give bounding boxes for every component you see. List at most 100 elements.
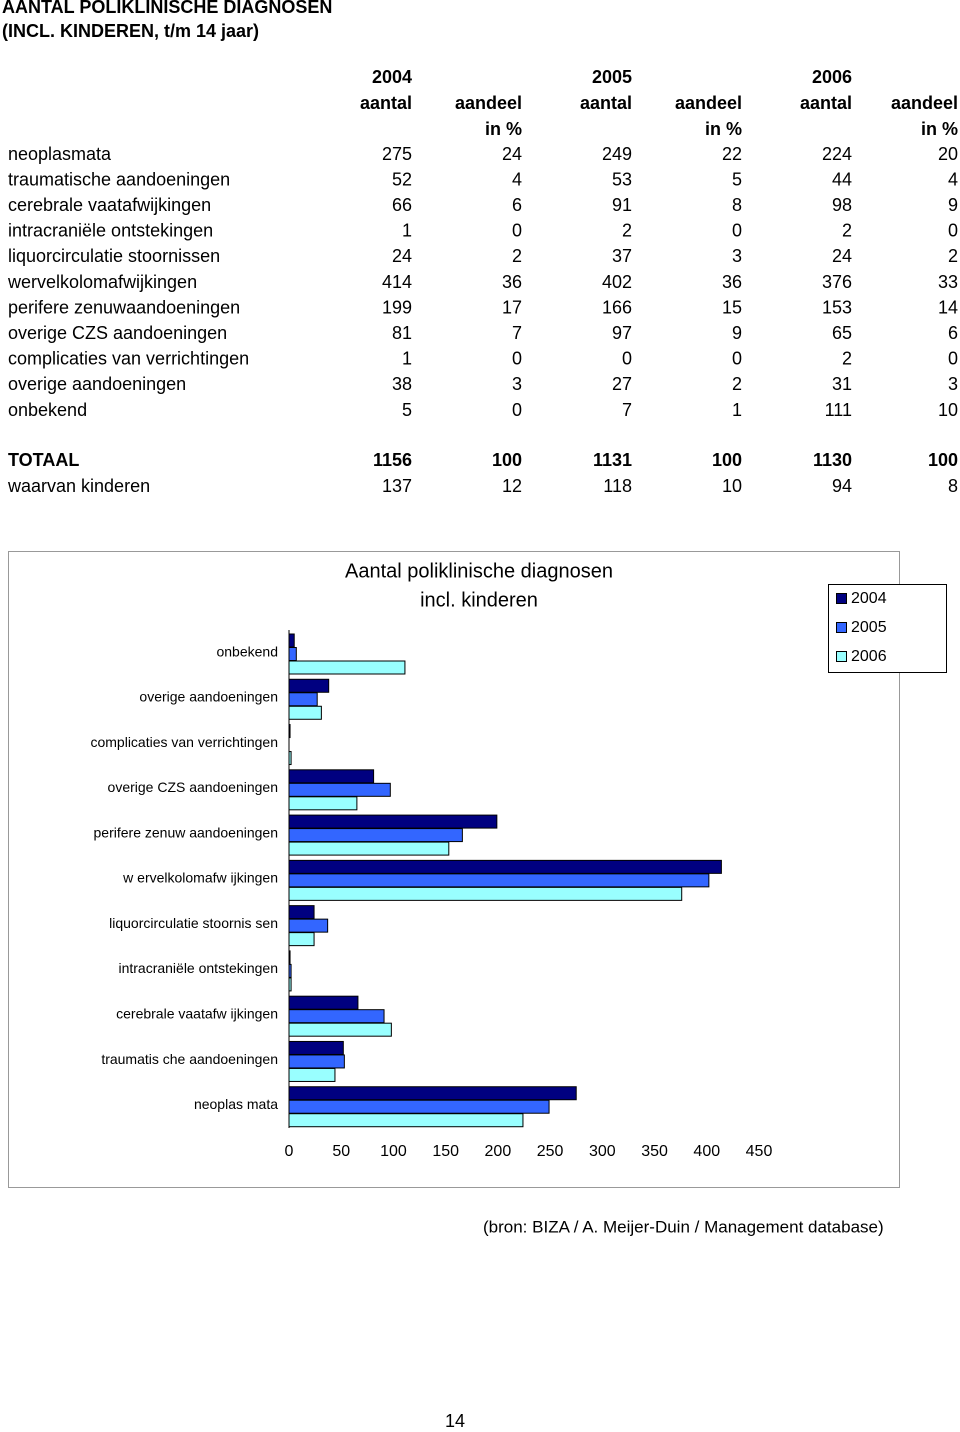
column-header: aantal [360, 93, 412, 113]
cell: 24 [392, 246, 412, 266]
cell: 20 [938, 144, 958, 164]
cell: 12 [502, 476, 522, 496]
row-label: perifere zenuwaandoeningen [8, 297, 240, 317]
cell: 98 [832, 195, 852, 215]
cell: 15 [722, 297, 742, 317]
x-tick-label: 300 [589, 1143, 616, 1160]
column-unit: in % [485, 119, 522, 139]
bar [288, 1022, 392, 1037]
cell: 0 [512, 221, 522, 241]
cell: 2 [948, 246, 958, 266]
y-tick-label: complicaties van verrichtingen [90, 734, 278, 750]
cell: 36 [722, 272, 742, 292]
y-tick-label: neoplas mata [194, 1096, 278, 1112]
legend-swatch [836, 622, 847, 633]
cell: 97 [612, 323, 632, 343]
bar [288, 647, 297, 661]
bar [288, 782, 391, 797]
x-tick-label: 50 [332, 1143, 350, 1160]
cell: 53 [612, 169, 632, 189]
row-label: overige aandoeningen [8, 374, 186, 394]
y-tick-label: onbekend [216, 643, 278, 659]
cell: 17 [502, 297, 522, 317]
title: (INCL. KINDEREN, t/m 14 jaar) [2, 21, 259, 41]
bar [288, 751, 292, 766]
cell: 8 [948, 476, 958, 496]
row-label: wervelkolomafwijkingen [7, 272, 197, 292]
bar [288, 963, 292, 978]
bar [288, 814, 498, 829]
cell: 8 [732, 195, 742, 215]
cell: 224 [822, 144, 852, 164]
column-year: 2006 [812, 67, 852, 87]
bar [288, 692, 318, 707]
cell: 1156 [373, 450, 412, 470]
x-tick-label: 150 [432, 1143, 459, 1160]
bar [288, 873, 710, 888]
bar [288, 1040, 344, 1055]
cell: 3 [948, 374, 958, 394]
cell: 38 [392, 374, 412, 394]
cell: 0 [622, 349, 632, 369]
column-header: aantal [800, 93, 852, 113]
cell: 24 [832, 246, 852, 266]
cell: 199 [382, 297, 412, 317]
cell: 44 [832, 169, 852, 189]
bar [288, 724, 291, 739]
cell: 111 [825, 400, 852, 420]
cell: 137 [382, 476, 412, 496]
y-tick-label: traumatis che aandoeningen [101, 1051, 278, 1067]
x-tick-label: 450 [746, 1143, 773, 1160]
x-tick-label: 200 [485, 1143, 512, 1160]
legend-swatch [836, 593, 847, 604]
legend-label: 2005 [851, 619, 887, 636]
cell: 81 [392, 323, 412, 343]
chart-title: Aantal poliklinische diagnosen [345, 560, 613, 582]
cell: 94 [832, 476, 852, 496]
chart-title: incl. kinderen [420, 589, 538, 611]
cell: 2 [732, 374, 742, 394]
row-label: waarvan kinderen [7, 476, 150, 496]
cell: 1 [402, 349, 412, 369]
row-label: overige CZS aandoeningen [8, 323, 227, 343]
cell: 31 [832, 374, 852, 394]
x-tick-label: 350 [641, 1143, 668, 1160]
bar [288, 1009, 385, 1024]
cell: 0 [732, 221, 742, 241]
bar [288, 1099, 550, 1114]
source: (bron: BIZA / A. Meijer-Duin / Managemen… [483, 1217, 884, 1236]
cell: 166 [602, 297, 632, 317]
column-year: 2005 [592, 67, 632, 87]
bar [288, 977, 292, 992]
cell: 14 [938, 297, 958, 317]
x-tick-label: 100 [380, 1143, 407, 1160]
bar [288, 705, 322, 720]
bar [288, 796, 358, 811]
y-tick-label: w ervelkolomafw ijkingen [122, 870, 278, 886]
cell: 33 [938, 272, 958, 292]
cell: 10 [722, 476, 742, 496]
row-label: onbekend [8, 400, 87, 420]
cell: 3 [512, 374, 522, 394]
cell: 1130 [813, 450, 852, 470]
cell: 37 [612, 246, 632, 266]
cell: 36 [502, 272, 522, 292]
cell: 249 [602, 144, 632, 164]
bar [288, 995, 359, 1010]
bar [288, 828, 463, 843]
bar [288, 918, 329, 933]
page-number: 14 [445, 1411, 465, 1431]
bar [288, 1113, 524, 1128]
x-tick-label: 400 [693, 1143, 720, 1160]
cell: 1 [402, 221, 412, 241]
cell: 1 [732, 400, 742, 420]
cell: 2 [512, 246, 522, 266]
cell: 5 [402, 400, 412, 420]
bar [288, 886, 683, 901]
cell: 7 [622, 400, 632, 420]
cell: 27 [612, 374, 632, 394]
legend-swatch [836, 651, 847, 662]
row-label: traumatische aandoeningen [8, 169, 230, 189]
